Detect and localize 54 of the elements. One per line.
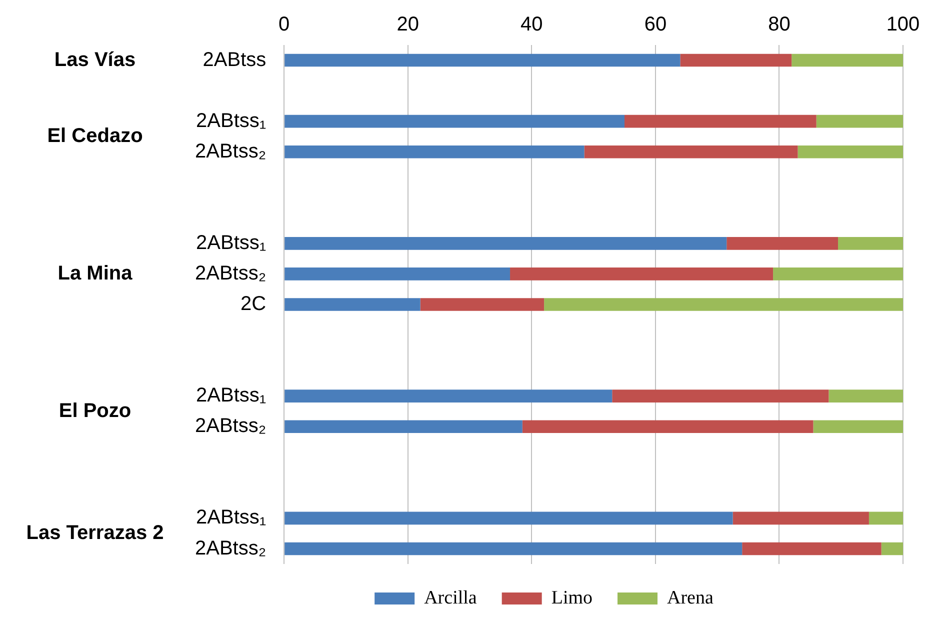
legend-label: Limo xyxy=(551,587,593,608)
text: Las Vías xyxy=(54,48,136,71)
y-tick-label: 2ABtss₁ xyxy=(196,232,266,254)
bar xyxy=(868,512,903,525)
bar xyxy=(284,542,742,556)
bar xyxy=(680,54,792,67)
y-tick-label: 2ABtss₂ xyxy=(195,262,266,284)
bar xyxy=(838,237,903,250)
bar xyxy=(284,145,584,158)
bar xyxy=(284,237,727,250)
bar xyxy=(732,512,869,525)
x-tick-label: 100 xyxy=(886,14,920,36)
text: El Pozo xyxy=(58,400,132,422)
bar xyxy=(522,420,814,434)
bar xyxy=(612,390,829,402)
y-tick-label: 2ABtss₁ xyxy=(196,506,266,529)
bar xyxy=(584,145,798,158)
y-tick-label: 2ABtss₂ xyxy=(195,140,266,162)
x-tick-label: 80 xyxy=(768,14,790,36)
bar xyxy=(828,390,903,402)
x-tick-label: 20 xyxy=(396,14,420,36)
bar xyxy=(284,268,510,280)
bar xyxy=(284,298,420,311)
y-tick-label: 2ABtss xyxy=(202,48,266,71)
bar xyxy=(420,298,544,311)
y-tick-label: 2ABtss₁ xyxy=(196,110,266,132)
bar xyxy=(881,542,903,556)
bar xyxy=(798,145,903,158)
bar xyxy=(284,420,522,434)
y-tick-label: 2ABtss₂ xyxy=(195,415,266,438)
bar xyxy=(773,268,903,280)
bar xyxy=(510,268,774,280)
bar xyxy=(726,237,838,250)
bar xyxy=(284,512,733,525)
bar xyxy=(813,420,903,434)
x-tick-label: 0 xyxy=(278,14,290,36)
y-tick-label: 2ABtss₂ xyxy=(195,537,266,560)
bar xyxy=(284,390,612,402)
bar xyxy=(792,54,903,67)
bar xyxy=(624,114,816,128)
legend-label: Arcilla xyxy=(424,587,478,608)
legend-label: Arena xyxy=(667,587,714,608)
bar xyxy=(816,114,903,128)
x-tick-label: 60 xyxy=(644,14,667,36)
x-tick-label: 40 xyxy=(520,14,543,36)
text: La Mina xyxy=(58,262,134,284)
bar xyxy=(544,298,903,311)
y-tick-label: 2C xyxy=(240,293,266,316)
bar xyxy=(742,542,882,556)
y-tick-label: 2ABtss₁ xyxy=(196,384,266,407)
text: El Cedazo xyxy=(47,125,143,148)
bar xyxy=(284,54,680,67)
bar xyxy=(284,114,625,128)
text: Las Terrazas 2 xyxy=(26,522,164,544)
